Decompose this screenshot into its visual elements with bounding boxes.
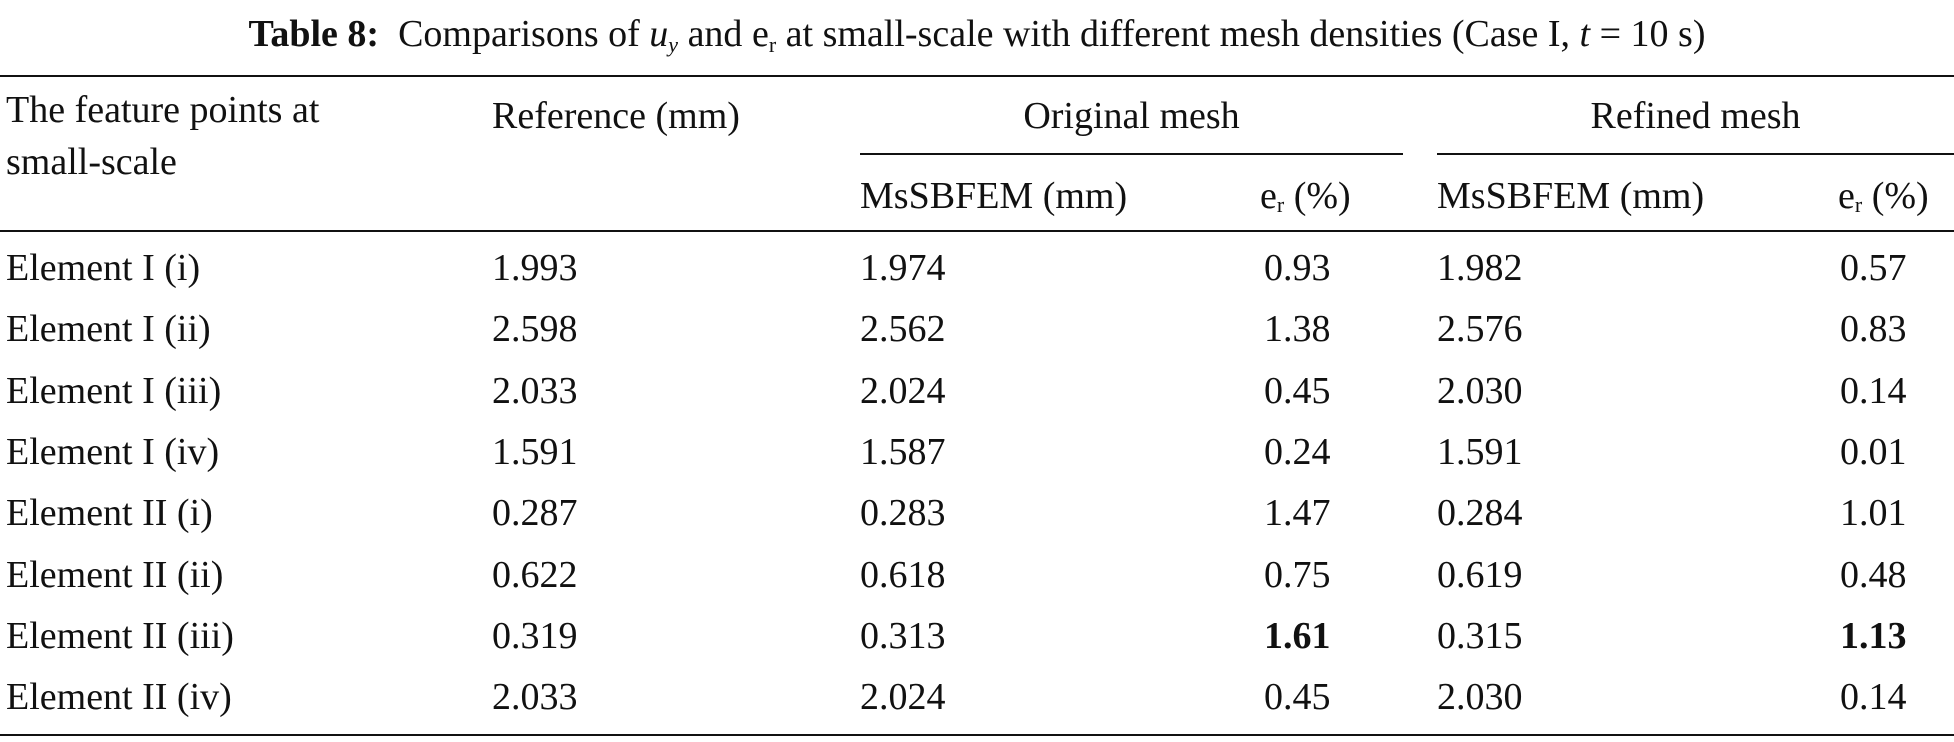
cell-refined-er: 1.01 [1840,492,1907,535]
cell-feature-point: Element II (iv) [6,676,232,719]
cell-feature-point: Element II (i) [6,492,213,535]
cell-original-msbfem: 2.024 [860,676,946,719]
cell-original-msbfem: 1.974 [860,247,946,289]
cell-reference: 0.319 [492,614,578,657]
header-original-er: er (%) [1260,174,1351,218]
cell-reference: 0.622 [492,553,578,596]
header-original-er-unit: (%) [1293,175,1351,217]
caption-text-3: at small-scale with different mesh densi… [785,13,1571,55]
caption-var-u: u [649,13,669,55]
caption-sub-y: y [668,32,679,57]
cell-refined-er: 0.83 [1840,308,1907,351]
original-group-rule [860,153,1403,155]
cell-feature-point: Element I (i) [6,247,201,289]
cell-feature-point: Element II (ii) [6,553,224,596]
cell-reference: 1.993 [492,247,578,289]
caption-text-2: and [687,13,743,55]
cell-original-msbfem: 2.562 [860,308,946,351]
cell-original-er: 0.75 [1264,553,1331,596]
header-refined-er-unit: (%) [1871,175,1929,217]
caption-var-t: t [1579,13,1591,55]
refined-group-rule [1437,153,1954,155]
cell-refined-msbfem: 2.576 [1437,308,1523,351]
cell-original-er: 1.38 [1264,308,1331,351]
cell-original-er: 0.93 [1264,247,1331,289]
cell-original-msbfem: 0.283 [860,492,946,535]
cell-original-er: 0.45 [1264,369,1331,412]
table-caption: Table 8: Comparisons of uy and er at sma… [0,6,1954,62]
cell-refined-msbfem: 2.030 [1437,369,1523,412]
cell-feature-point: Element I (iii) [6,369,222,412]
cell-feature-point: Element II (iii) [6,614,234,657]
header-feature-points-line2: small-scale [6,141,177,183]
bottom-rule [0,734,1954,736]
cell-reference: 2.033 [492,369,578,412]
cell-refined-msbfem: 1.982 [1437,247,1523,289]
caption-text-1: Comparisons of [398,13,640,55]
cell-refined-er: 0.57 [1840,247,1907,289]
cell-refined-er: 0.48 [1840,553,1907,596]
header-original-er-sub: r [1276,192,1285,217]
cell-refined-msbfem: 0.315 [1437,614,1523,657]
cell-refined-er: 0.14 [1840,676,1907,719]
header-rule [0,230,1954,232]
header-original-msbfem: MsSBFEM (mm) [860,175,1128,217]
header-refined-er-sub: r [1854,192,1863,217]
header-feature-points-line1: The feature points at [6,89,320,131]
cell-refined-er: 0.01 [1840,430,1907,473]
cell-reference: 1.591 [492,430,578,473]
header-refined-mesh: Refined mesh [1590,95,1801,137]
cell-original-msbfem: 0.313 [860,614,946,657]
header-refined-er: er (%) [1838,174,1929,218]
cell-original-er: 1.61 [1264,614,1331,657]
header-refined-er-e: e [1838,175,1855,217]
caption-var-e: e [751,13,769,55]
cell-original-er: 0.24 [1264,430,1331,473]
cell-original-er: 1.47 [1264,492,1331,535]
cell-refined-er: 0.14 [1840,369,1907,412]
caption-sub-r: r [768,32,777,57]
cell-refined-msbfem: 0.619 [1437,553,1523,596]
cell-refined-er: 1.13 [1840,614,1907,657]
header-reference: Reference (mm) [492,95,740,137]
cell-refined-msbfem: 2.030 [1437,676,1523,719]
header-original-mesh: Original mesh [1023,95,1240,137]
cell-feature-point: Element I (ii) [6,308,211,351]
cell-original-msbfem: 1.587 [860,430,946,473]
caption-text-4: = 10 s) [1599,13,1706,55]
cell-original-er: 0.45 [1264,676,1331,719]
cell-original-msbfem: 2.024 [860,369,946,412]
cell-feature-point: Element I (iv) [6,430,220,473]
caption-label: Table 8: [248,13,380,55]
cell-reference: 0.287 [492,492,578,535]
top-rule [0,75,1954,77]
cell-original-msbfem: 0.618 [860,553,946,596]
cell-refined-msbfem: 0.284 [1437,492,1523,535]
header-refined-msbfem: MsSBFEM (mm) [1437,175,1705,217]
header-original-er-e: e [1260,175,1277,217]
cell-refined-msbfem: 1.591 [1437,430,1523,473]
cell-reference: 2.033 [492,676,578,719]
cell-reference: 2.598 [492,308,578,351]
